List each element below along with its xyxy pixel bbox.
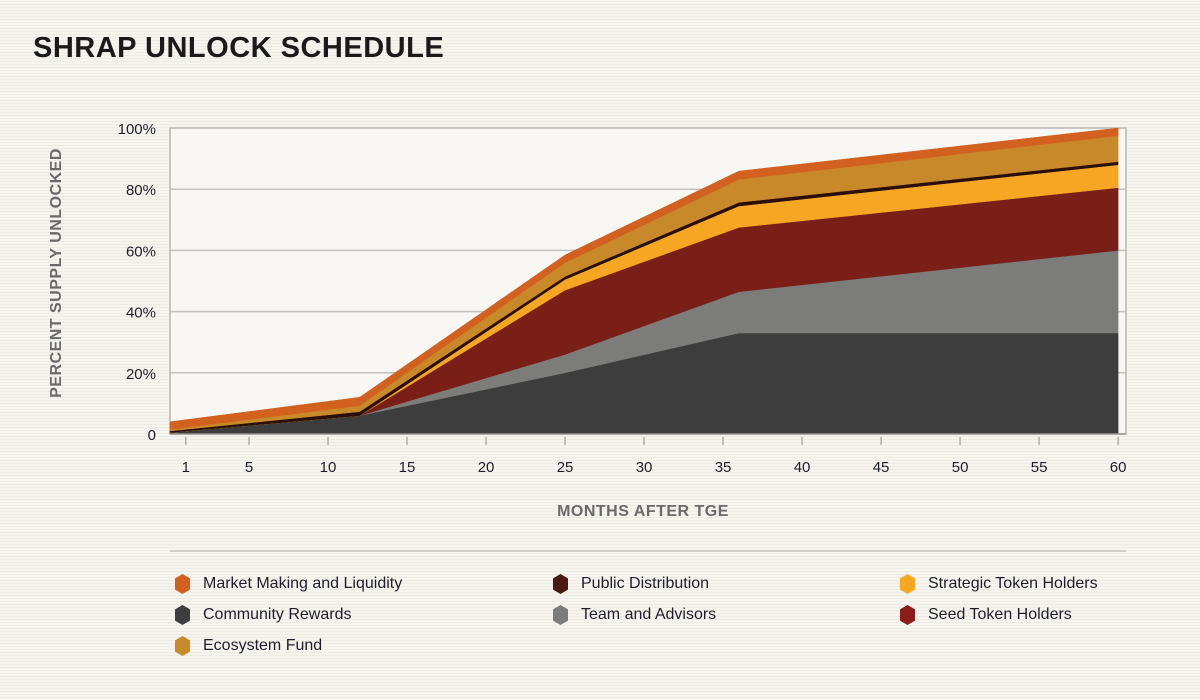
x-tick-label: 10 bbox=[320, 459, 337, 476]
legend-item: Community Rewards bbox=[175, 605, 351, 625]
x-tick-label: 30 bbox=[636, 459, 653, 476]
x-tick-label: 55 bbox=[1031, 459, 1048, 476]
y-tick-label: 40% bbox=[126, 305, 156, 322]
y-tick-label: 100% bbox=[118, 121, 156, 138]
y-tick-label: 80% bbox=[126, 182, 156, 199]
legend-divider bbox=[170, 550, 1126, 552]
area-market-making-and-liquidity bbox=[169, 127, 1119, 430]
hexagon-icon bbox=[175, 636, 190, 656]
hexagon-icon bbox=[553, 605, 568, 625]
hexagon-icon bbox=[553, 574, 568, 594]
legend-item: Team and Advisors bbox=[553, 605, 716, 625]
legend-label: Ecosystem Fund bbox=[203, 637, 323, 654]
x-tick-label: 60 bbox=[1110, 459, 1127, 476]
y-tick-label: 60% bbox=[126, 243, 156, 260]
x-tick-label: 1 bbox=[182, 459, 190, 476]
x-tick-label: 25 bbox=[557, 459, 574, 476]
x-tick-label: 45 bbox=[873, 459, 890, 476]
legend-item: Market Making and Liquidity bbox=[175, 574, 402, 594]
hexagon-icon bbox=[175, 574, 190, 594]
legend-item: Strategic Token Holders bbox=[900, 574, 1098, 594]
legend-item: Seed Token Holders bbox=[900, 605, 1072, 625]
hexagon-icon bbox=[175, 605, 190, 625]
legend-label: Team and Advisors bbox=[581, 606, 717, 623]
hexagon-icon bbox=[900, 605, 915, 625]
x-tick-label: 15 bbox=[399, 459, 416, 476]
x-axis-title: MONTHS AFTER TGE bbox=[557, 503, 729, 520]
x-tick-label: 5 bbox=[245, 459, 253, 476]
legend-item: Ecosystem Fund bbox=[175, 636, 322, 656]
y-axis-title: PERCENT SUPPLY UNLOCKED bbox=[48, 148, 65, 398]
x-tick-label: 35 bbox=[715, 459, 732, 476]
legend-label: Public Distribution bbox=[581, 575, 710, 592]
legend-label: Strategic Token Holders bbox=[928, 575, 1098, 592]
chart-title: SHRAP UNLOCK SCHEDULE bbox=[33, 32, 445, 64]
y-tick-label: 20% bbox=[126, 366, 156, 383]
legend-item: Public Distribution bbox=[553, 574, 709, 594]
legend-label: Market Making and Liquidity bbox=[203, 575, 403, 592]
x-tick-label: 50 bbox=[952, 459, 969, 476]
x-tick-label: 40 bbox=[794, 459, 811, 476]
hexagon-icon bbox=[900, 574, 915, 594]
x-tick-label: 20 bbox=[478, 459, 495, 476]
y-tick-label: 0 bbox=[148, 427, 156, 444]
legend-label: Seed Token Holders bbox=[928, 606, 1072, 623]
legend-label: Community Rewards bbox=[203, 606, 352, 623]
